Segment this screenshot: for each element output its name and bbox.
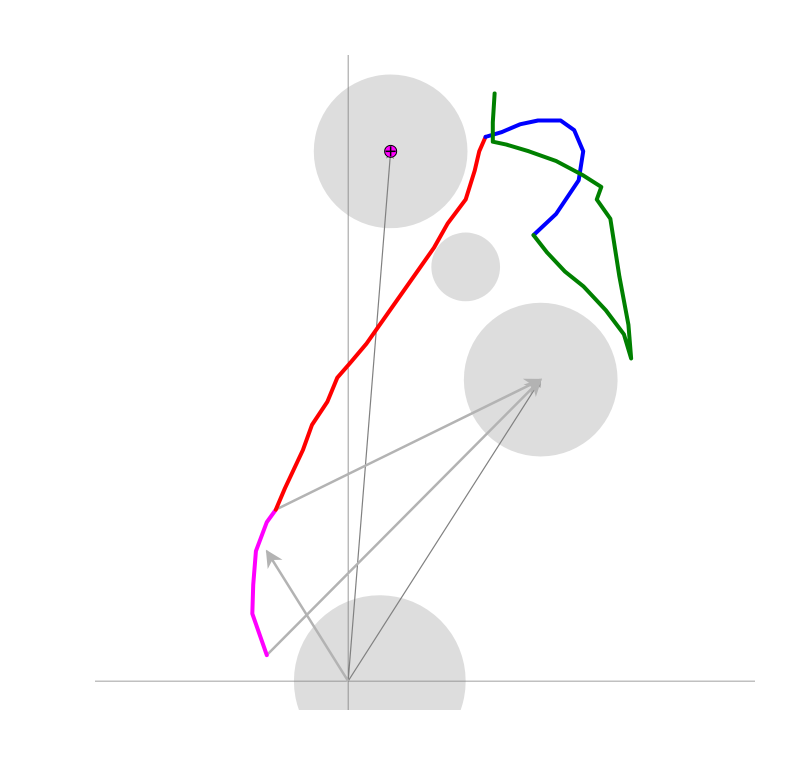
hodograph-chart bbox=[0, 0, 795, 780]
uncertainty-circle bbox=[431, 233, 500, 302]
